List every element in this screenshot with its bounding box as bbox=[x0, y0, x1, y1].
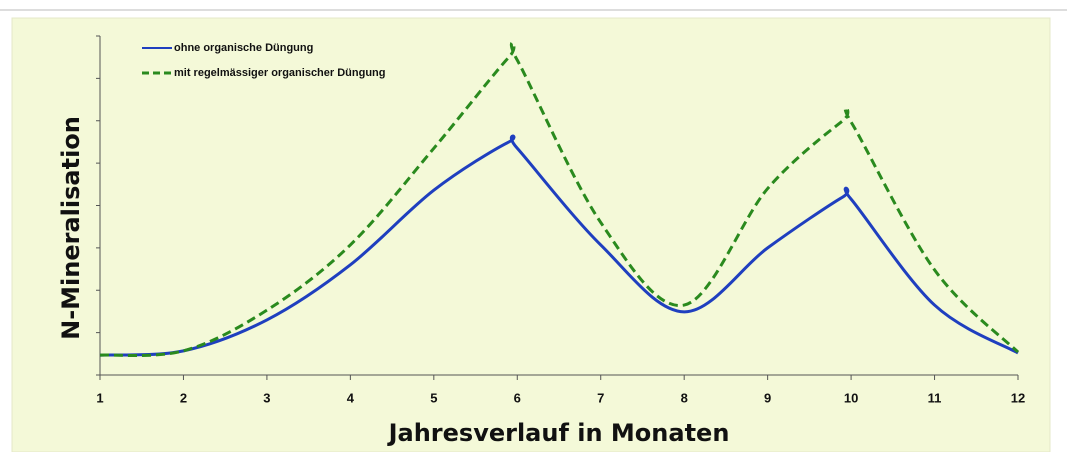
series-line bbox=[99, 41, 1020, 358]
x-tick-label: 10 bbox=[844, 390, 858, 405]
series-line bbox=[99, 134, 1019, 357]
x-axis-label: Jahresverlauf in Monaten bbox=[387, 419, 730, 447]
x-tick-label: 1 bbox=[96, 390, 103, 405]
x-tick-label: 7 bbox=[597, 390, 604, 405]
x-tick-label: 12 bbox=[1011, 390, 1025, 405]
plot-background bbox=[11, 17, 1051, 452]
x-tick-label: 6 bbox=[514, 390, 521, 405]
x-tick-label: 3 bbox=[263, 390, 270, 405]
x-tick-label: 2 bbox=[180, 390, 187, 405]
legend-label: ohne organische Düngung bbox=[174, 42, 313, 54]
x-tick-label: 11 bbox=[928, 390, 942, 405]
legend-label: mit regelmässiger organischer Düngung bbox=[174, 67, 386, 79]
x-tick-label: 9 bbox=[764, 390, 771, 405]
x-tick-label: 8 bbox=[681, 390, 688, 405]
y-axis-label: N-Mineralisation bbox=[57, 116, 85, 340]
x-tick-label: 5 bbox=[430, 390, 437, 405]
x-tick-label: 4 bbox=[347, 390, 355, 405]
